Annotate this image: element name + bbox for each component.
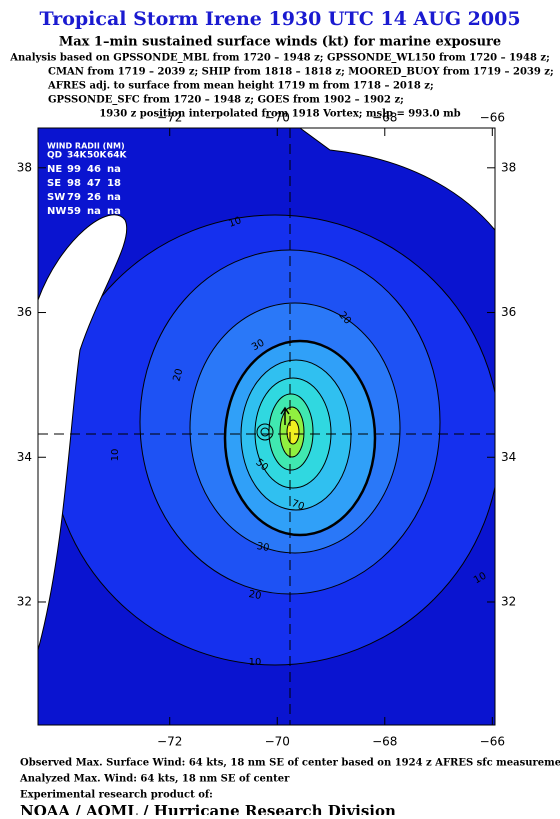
wind-radii-cell: 18 xyxy=(107,178,121,189)
x-tick-label: −70 xyxy=(265,735,290,749)
y-tick-label: 34 xyxy=(17,450,32,464)
wind-radii-cell: 99 xyxy=(67,164,81,175)
footer-line: Analyzed Max. Wind: 64 kts, 18 nm SE of … xyxy=(19,774,290,785)
wind-radii-cell: NW xyxy=(47,206,66,217)
wind-radii-cell: 26 xyxy=(87,192,101,203)
wind-radii-cell: 98 xyxy=(67,178,81,189)
contour-label: 10 xyxy=(249,657,262,668)
analysis-line: GPSSONDE_SFC from 1720 – 1948 z; GOES fr… xyxy=(48,95,404,106)
wind-field xyxy=(38,128,495,725)
y-tick-label: 34 xyxy=(501,450,516,464)
contour-label: 70 xyxy=(290,498,306,513)
footer-org: NOAA / AOML / Hurricane Research Divisio… xyxy=(20,802,396,815)
map-frame xyxy=(37,127,496,726)
y-tick-label: 38 xyxy=(17,160,32,174)
wind-radii-cell: 59 xyxy=(67,206,81,217)
wind-radii-cell: 79 xyxy=(67,192,81,203)
wind-radii-cell: SE xyxy=(47,178,61,189)
x-tick-label: −66 xyxy=(480,111,505,125)
contour-label: 20 xyxy=(172,368,186,383)
wind-radii-cell: na xyxy=(107,206,121,217)
y-tick-label: 36 xyxy=(501,305,516,319)
wind-radii-title: WIND RADII (NM) xyxy=(47,142,125,151)
title: Tropical Storm Irene 1930 UTC 14 AUG 200… xyxy=(39,8,520,30)
subtitle: Max 1–min sustained surface winds (kt) f… xyxy=(59,35,501,50)
x-tick-label: −72 xyxy=(157,735,182,749)
footer-line: Experimental research product of: xyxy=(20,790,213,801)
x-tick-label: −68 xyxy=(372,111,397,125)
wind-radii-header: 34K xyxy=(67,151,88,161)
wind-radii-cell: na xyxy=(107,164,121,175)
wind-radii-header: QD xyxy=(47,151,62,161)
wind-radii-header: 50K xyxy=(87,151,108,161)
wind-radii-cell: NE xyxy=(47,164,62,175)
contour-label: 10 xyxy=(227,215,243,230)
x-tick-label: −66 xyxy=(480,735,505,749)
x-tick-label: −72 xyxy=(157,111,182,125)
wind-radii-cell: SW xyxy=(47,192,65,203)
y-tick-label: 36 xyxy=(17,305,32,319)
analysis-line: AFRES adj. to surface from mean height 1… xyxy=(47,81,434,92)
contour-label: 20 xyxy=(248,589,262,602)
wind-radii-cell: 47 xyxy=(87,178,101,189)
y-tick-label: 32 xyxy=(501,594,516,608)
analysis-line: Analysis based on GPSSONDE_MBL from 1720… xyxy=(9,53,550,64)
wind-radii-cell: na xyxy=(107,192,121,203)
contour-label: 30 xyxy=(256,541,270,554)
x-tick-label: −70 xyxy=(265,111,290,125)
x-tick-label: −68 xyxy=(372,735,397,749)
y-tick-label: 32 xyxy=(17,594,32,608)
wind-radii-header: 64K xyxy=(107,151,128,161)
wind-radii-cell: 46 xyxy=(87,164,101,175)
wind-radii-cell: na xyxy=(87,206,101,217)
contour-label: 10 xyxy=(110,449,121,462)
analysis-line: CMAN from 1719 – 2039 z; SHIP from 1818 … xyxy=(48,67,554,78)
analysis-line: 1930 z position interpolated from 1918 V… xyxy=(99,109,460,120)
footer-line: Observed Max. Surface Wind: 64 kts, 18 n… xyxy=(20,758,560,769)
y-tick-label: 38 xyxy=(501,160,516,174)
